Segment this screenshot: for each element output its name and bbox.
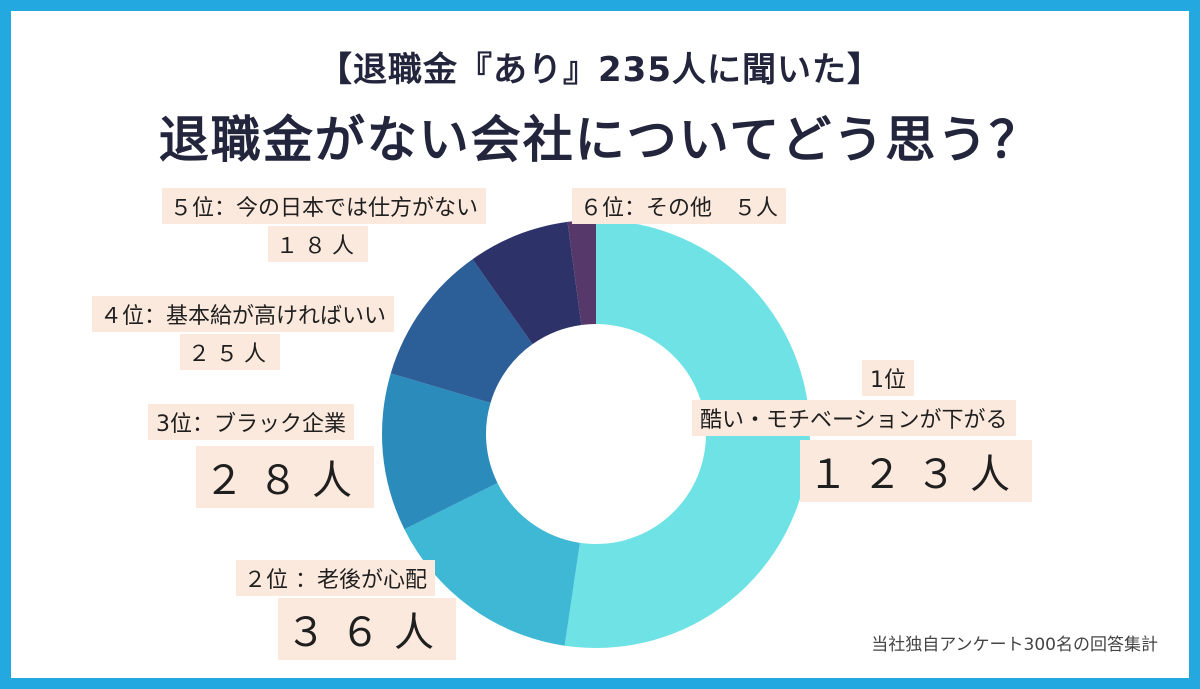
label-count-3: ２８人 bbox=[196, 446, 374, 508]
footnote: 当社独自アンケート300名の回答集計 bbox=[871, 635, 1158, 655]
donut-slice-3 bbox=[381, 373, 498, 530]
label-count-4: ２５人 bbox=[180, 334, 281, 370]
label-name-4: ４位：基本給が高ければいい bbox=[92, 296, 395, 332]
chart-title-line1: 【退職金『あり』235人に聞いた】 bbox=[318, 50, 882, 90]
label-count-2: ３６人 bbox=[278, 598, 456, 660]
label-name-5: ５位：今の日本では仕方がない bbox=[162, 188, 487, 224]
donut-slice-5 bbox=[472, 221, 582, 345]
label-name-1: 酷い・モチベーションが下がる bbox=[692, 400, 1016, 436]
label-rank-1: 1位 bbox=[862, 360, 914, 396]
donut-slice-6 bbox=[567, 220, 596, 325]
donut-slice-1 bbox=[564, 220, 811, 648]
label-name-3: 3位：ブラック企業 bbox=[148, 404, 354, 440]
donut-slice-2 bbox=[404, 482, 580, 646]
label-name-2: ２位 ：老後が心配 bbox=[236, 560, 435, 596]
label-count-1: １２３人 bbox=[800, 440, 1032, 502]
label-count-5: １８人 bbox=[268, 226, 369, 262]
chart-title-line2: 退職金がない会社についてどう思う？ bbox=[158, 111, 1042, 169]
donut-slice-4 bbox=[390, 259, 533, 403]
label-name-6: ６位：その他 ５人 bbox=[572, 188, 787, 224]
